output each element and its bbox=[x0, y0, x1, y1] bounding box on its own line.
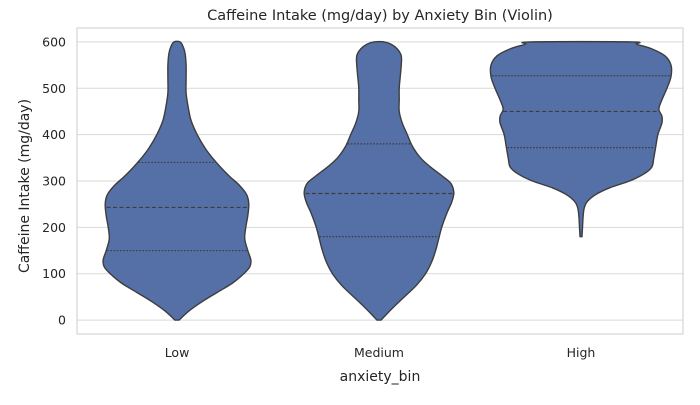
y-tick-label: 400 bbox=[42, 127, 66, 142]
violin-low bbox=[102, 40, 252, 321]
y-tick-label: 500 bbox=[42, 81, 66, 96]
y-tick-label: 600 bbox=[42, 34, 66, 49]
violin-body bbox=[102, 40, 252, 321]
violin-high bbox=[489, 40, 673, 238]
tick-layer: 0 100 200 300 400 500 600 Low Medium High bbox=[42, 34, 595, 360]
x-tick-label: High bbox=[567, 345, 596, 360]
violin-body bbox=[303, 40, 455, 321]
plot-frame bbox=[76, 27, 684, 335]
violin-layer bbox=[102, 40, 673, 321]
y-tick-label: 300 bbox=[42, 174, 66, 189]
y-tick-label: 100 bbox=[42, 266, 66, 281]
violin-medium bbox=[303, 40, 455, 321]
x-axis-label: anxiety_bin bbox=[340, 369, 421, 385]
x-tick-label: Low bbox=[165, 345, 190, 360]
chart-title: Caffeine Intake (mg/day) by Anxiety Bin … bbox=[207, 8, 553, 24]
y-tick-label: 0 bbox=[58, 313, 66, 328]
violin-body bbox=[489, 40, 673, 238]
y-tick-label: 200 bbox=[42, 220, 66, 235]
x-tick-label: Medium bbox=[354, 345, 404, 360]
y-axis-label: Caffeine Intake (mg/day) bbox=[17, 99, 33, 273]
